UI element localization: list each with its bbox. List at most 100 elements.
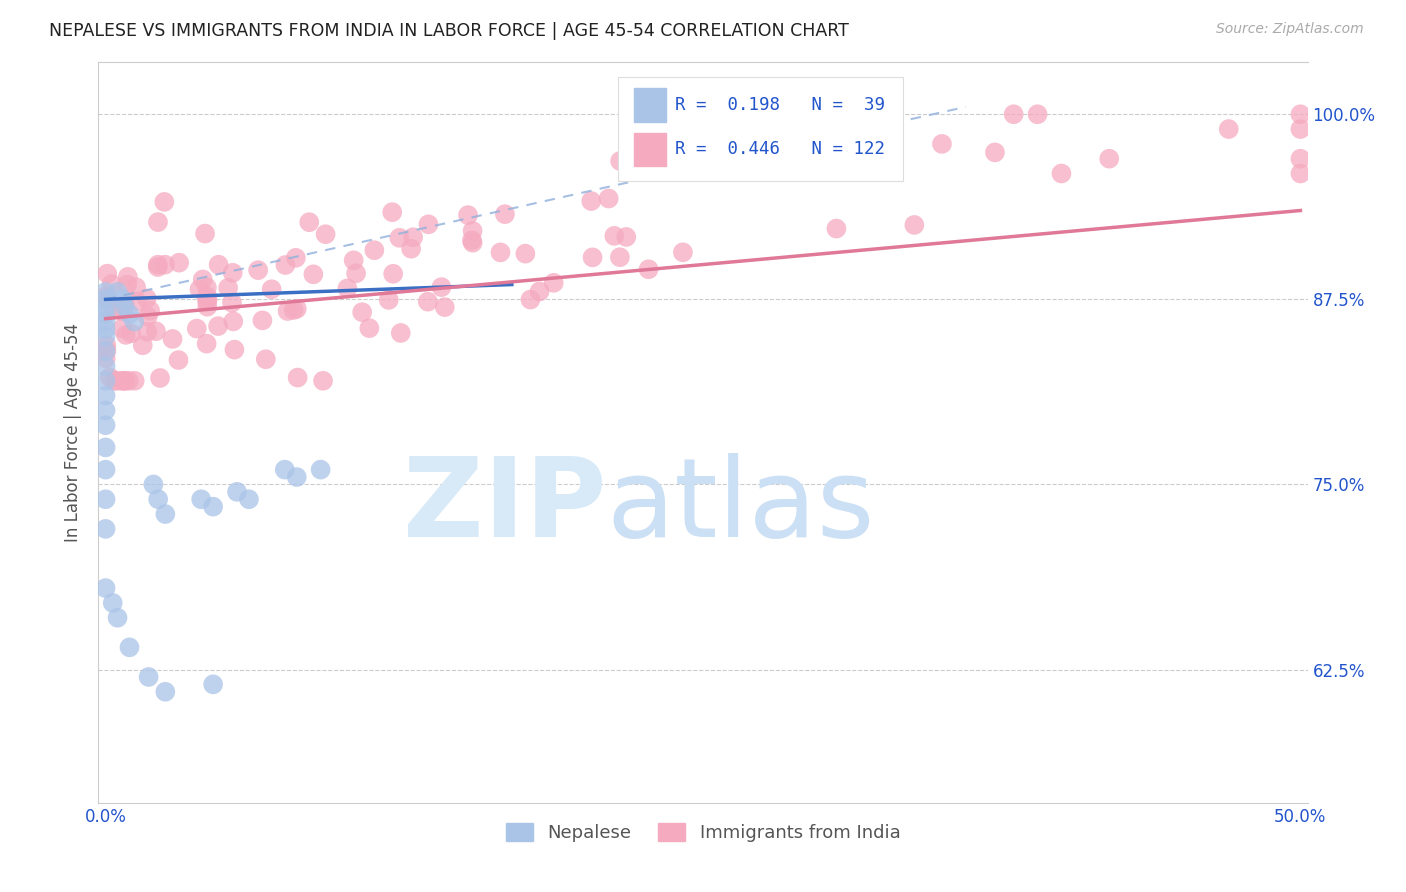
Point	[194, 227, 217, 241]
Point	[222, 266, 245, 280]
Point	[167, 353, 190, 368]
Point	[207, 258, 229, 272]
Point	[298, 215, 321, 229]
Point	[519, 293, 541, 307]
Text: R =  0.198   N =  39: R = 0.198 N = 39	[675, 95, 886, 113]
Point	[1026, 107, 1049, 121]
Point	[103, 374, 125, 388]
Point	[984, 145, 1007, 160]
Point	[94, 441, 117, 455]
Point	[377, 293, 399, 307]
Point	[254, 352, 277, 367]
Point	[388, 231, 411, 245]
FancyBboxPatch shape	[619, 78, 903, 181]
Point	[124, 374, 146, 388]
Point	[162, 332, 184, 346]
Point	[381, 205, 404, 219]
Point	[103, 302, 125, 317]
Point	[122, 314, 145, 328]
FancyBboxPatch shape	[634, 133, 665, 166]
Point	[120, 326, 142, 341]
Legend: Nepalese, Immigrants from India: Nepalese, Immigrants from India	[498, 815, 908, 849]
Point	[672, 245, 695, 260]
Point	[94, 329, 117, 343]
Point	[336, 281, 359, 295]
Point	[96, 338, 118, 352]
Point	[94, 351, 117, 366]
Point	[416, 294, 439, 309]
Point	[315, 227, 337, 242]
Point	[747, 153, 769, 167]
Point	[1098, 152, 1121, 166]
Point	[614, 230, 637, 244]
Point	[430, 280, 453, 294]
Point	[153, 194, 176, 209]
Point	[260, 282, 283, 296]
Point	[96, 267, 118, 281]
Point	[1289, 107, 1312, 121]
Point	[389, 326, 412, 340]
Point	[191, 272, 214, 286]
Point	[94, 492, 117, 507]
Point	[609, 153, 631, 168]
Point	[302, 268, 325, 282]
Point	[146, 215, 169, 229]
Point	[252, 313, 274, 327]
Point	[107, 611, 129, 625]
Point	[98, 370, 121, 384]
Point	[1002, 107, 1025, 121]
Point	[433, 300, 456, 314]
Point	[284, 251, 307, 265]
Point	[312, 374, 335, 388]
Point	[190, 492, 212, 507]
Point	[359, 321, 381, 335]
Point	[931, 136, 953, 151]
Point	[149, 371, 172, 385]
Point	[142, 477, 165, 491]
Text: R =  0.446   N = 122: R = 0.446 N = 122	[675, 140, 886, 158]
Point	[111, 374, 134, 388]
Point	[903, 218, 925, 232]
Point	[132, 338, 155, 352]
Point	[787, 124, 810, 138]
Point	[217, 281, 239, 295]
Point	[94, 307, 117, 321]
Point	[96, 343, 118, 358]
Point	[146, 492, 169, 507]
Point	[94, 462, 117, 476]
Text: atlas: atlas	[606, 453, 875, 560]
Point	[609, 250, 631, 264]
Point	[155, 685, 177, 699]
Point	[135, 292, 157, 306]
Point	[418, 217, 440, 231]
Point	[94, 289, 117, 303]
Point	[207, 319, 229, 334]
Point	[581, 251, 603, 265]
Point	[277, 304, 299, 318]
Point	[136, 325, 159, 339]
Point	[146, 258, 169, 272]
Point	[94, 418, 117, 433]
Point	[399, 242, 422, 256]
Point	[238, 492, 260, 507]
Point	[221, 295, 243, 310]
Point	[195, 336, 218, 351]
Point	[202, 677, 225, 691]
Point	[96, 292, 118, 306]
Point	[222, 314, 245, 328]
Point	[114, 300, 136, 314]
Point	[489, 245, 512, 260]
Point	[287, 370, 309, 384]
Point	[94, 359, 117, 373]
Point	[105, 374, 128, 388]
Point	[352, 305, 374, 319]
Point	[110, 304, 132, 318]
Point	[146, 260, 169, 274]
Point	[94, 403, 117, 417]
Point	[117, 269, 139, 284]
Point	[402, 230, 425, 244]
Point	[195, 294, 218, 309]
Point	[529, 285, 551, 299]
Point	[285, 470, 308, 484]
Point	[138, 670, 160, 684]
